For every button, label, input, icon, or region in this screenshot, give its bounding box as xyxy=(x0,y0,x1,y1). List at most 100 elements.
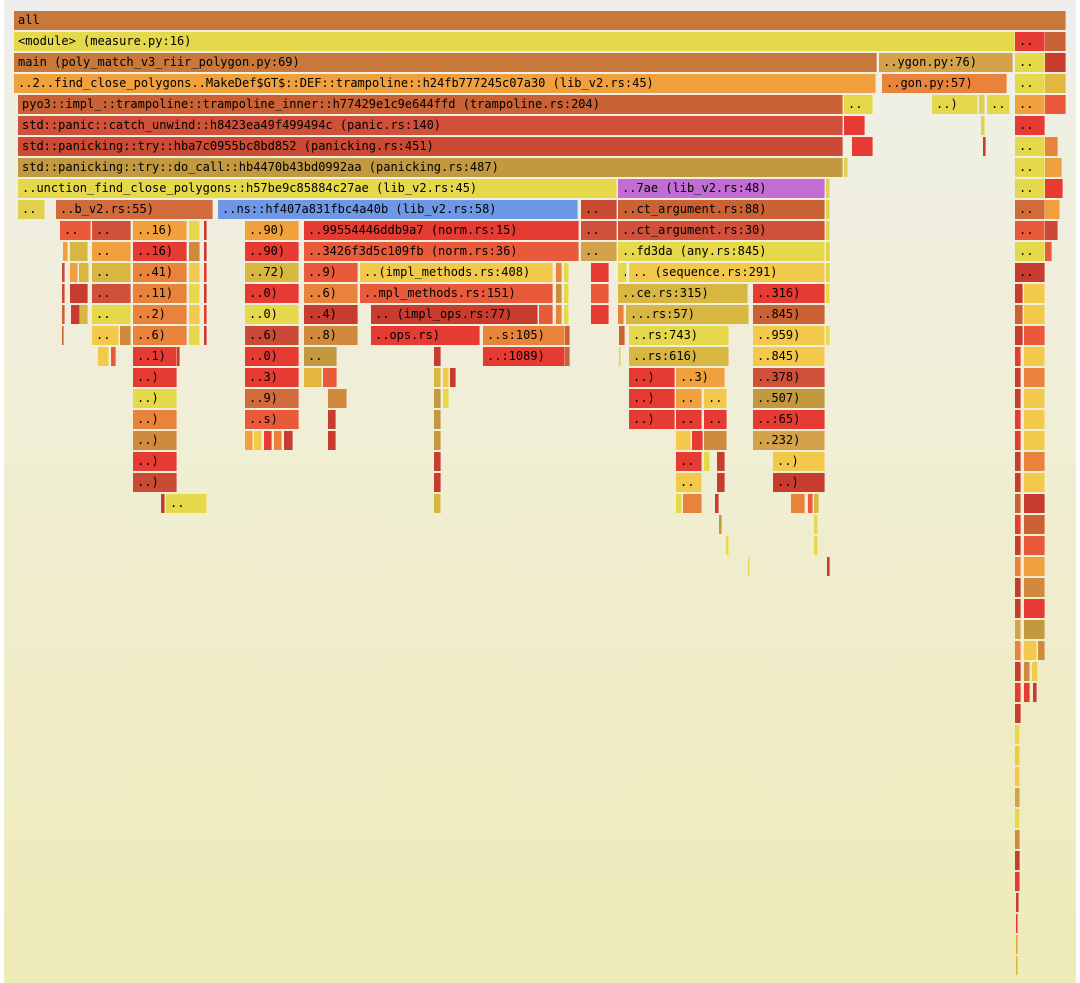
stack-frame[interactable] xyxy=(328,389,347,408)
stack-frame[interactable] xyxy=(1024,683,1030,702)
stack-frame[interactable] xyxy=(814,536,818,555)
stack-frame[interactable]: .. xyxy=(704,410,727,429)
stack-frame[interactable]: .. xyxy=(618,263,627,282)
stack-frame[interactable] xyxy=(1015,767,1020,786)
stack-frame[interactable] xyxy=(70,263,78,282)
stack-frame[interactable]: main (poly_match_v3_riir_polygon.py:69) xyxy=(14,53,877,72)
stack-frame[interactable] xyxy=(1015,389,1021,408)
stack-frame[interactable] xyxy=(161,494,165,513)
stack-frame[interactable] xyxy=(1016,893,1019,912)
stack-frame[interactable] xyxy=(98,347,109,366)
stack-frame[interactable] xyxy=(1024,620,1045,639)
stack-frame[interactable] xyxy=(1033,683,1037,702)
stack-frame[interactable] xyxy=(1024,641,1037,660)
stack-frame[interactable]: .. xyxy=(60,221,91,240)
stack-frame[interactable]: ..) xyxy=(773,473,825,492)
stack-frame[interactable]: ..6) xyxy=(133,326,187,345)
stack-frame[interactable] xyxy=(434,452,441,471)
stack-frame[interactable]: ..3) xyxy=(245,368,299,387)
stack-frame[interactable] xyxy=(1024,515,1045,534)
stack-frame[interactable]: ..41) xyxy=(133,263,187,282)
stack-frame[interactable]: ..11) xyxy=(133,284,187,303)
stack-frame[interactable] xyxy=(284,431,293,450)
stack-frame[interactable] xyxy=(826,284,830,303)
stack-frame[interactable]: .. xyxy=(676,452,702,471)
stack-frame[interactable] xyxy=(189,263,200,282)
stack-frame[interactable] xyxy=(264,431,272,450)
stack-frame[interactable]: .. xyxy=(1015,221,1045,240)
stack-frame[interactable] xyxy=(1024,557,1045,576)
stack-frame[interactable]: .. xyxy=(1015,116,1045,135)
stack-frame[interactable]: ..rs:743) xyxy=(629,326,729,345)
stack-frame[interactable] xyxy=(826,263,830,282)
stack-frame[interactable] xyxy=(1015,431,1021,450)
stack-frame[interactable] xyxy=(434,431,441,450)
stack-frame[interactable]: ..ns::hf407a831fbc4a40b (lib_v2.rs:58) xyxy=(218,200,578,219)
stack-frame[interactable]: <module> (measure.py:16) xyxy=(14,32,1015,51)
stack-frame[interactable]: ..0) xyxy=(245,347,299,366)
stack-frame[interactable]: .. xyxy=(1015,242,1045,261)
stack-frame[interactable]: ..) xyxy=(133,410,177,429)
stack-frame[interactable]: .. xyxy=(1015,95,1045,114)
stack-frame[interactable] xyxy=(814,494,819,513)
stack-frame[interactable] xyxy=(1045,200,1060,219)
stack-frame[interactable] xyxy=(619,347,621,366)
stack-frame[interactable]: .. xyxy=(581,200,617,219)
stack-frame[interactable]: .. (sequence.rs:291) xyxy=(629,263,825,282)
stack-frame[interactable] xyxy=(79,263,89,282)
stack-frame[interactable] xyxy=(827,557,830,576)
stack-frame[interactable] xyxy=(564,305,569,324)
stack-frame[interactable]: ...rs:57) xyxy=(626,305,749,324)
stack-frame[interactable] xyxy=(979,95,985,114)
stack-frame[interactable] xyxy=(814,515,818,534)
stack-frame[interactable] xyxy=(62,305,65,324)
stack-frame[interactable] xyxy=(1024,410,1045,429)
stack-frame[interactable] xyxy=(434,494,441,513)
stack-frame[interactable] xyxy=(1015,620,1021,639)
stack-frame[interactable]: ..) xyxy=(133,452,177,471)
stack-frame[interactable]: ..0) xyxy=(245,305,299,324)
stack-frame[interactable]: .. xyxy=(166,494,207,513)
stack-frame[interactable] xyxy=(1038,641,1045,660)
stack-frame[interactable] xyxy=(1024,494,1045,513)
stack-frame[interactable]: ..) xyxy=(932,95,978,114)
stack-frame[interactable] xyxy=(591,284,609,303)
stack-frame[interactable] xyxy=(1016,935,1018,954)
stack-frame[interactable] xyxy=(1015,326,1023,345)
stack-frame[interactable]: ..845) xyxy=(753,347,825,366)
stack-frame[interactable] xyxy=(1015,368,1021,387)
stack-frame[interactable] xyxy=(204,263,207,282)
stack-frame[interactable] xyxy=(434,347,441,366)
stack-frame[interactable] xyxy=(1045,221,1058,240)
stack-frame[interactable] xyxy=(71,305,80,324)
stack-frame[interactable] xyxy=(1015,788,1020,807)
stack-frame[interactable]: ..) xyxy=(773,452,825,471)
stack-frame[interactable]: .. xyxy=(1015,179,1045,198)
stack-frame[interactable]: .. xyxy=(92,326,119,345)
stack-frame[interactable] xyxy=(434,368,441,387)
stack-frame[interactable] xyxy=(1015,725,1020,744)
stack-frame[interactable] xyxy=(1015,347,1021,366)
stack-frame[interactable]: ..6) xyxy=(304,284,358,303)
stack-frame[interactable] xyxy=(1015,830,1020,849)
stack-frame[interactable]: std::panicking::try::do_call::hb4470b43b… xyxy=(18,158,843,177)
stack-frame[interactable]: ..959) xyxy=(753,326,825,345)
stack-frame[interactable] xyxy=(704,431,727,450)
stack-frame[interactable] xyxy=(826,179,830,198)
stack-frame[interactable] xyxy=(443,389,449,408)
stack-frame[interactable]: ..845) xyxy=(753,305,825,324)
stack-frame[interactable]: .. xyxy=(581,221,617,240)
stack-frame[interactable]: ..232) xyxy=(753,431,825,450)
stack-frame[interactable]: .. xyxy=(18,200,45,219)
stack-frame[interactable]: ..316) xyxy=(753,284,825,303)
stack-frame[interactable]: ..16) xyxy=(133,221,187,240)
stack-frame[interactable] xyxy=(274,431,282,450)
stack-frame[interactable]: ..3426f3d5c109fb (norm.rs:36) xyxy=(304,242,579,261)
stack-frame[interactable] xyxy=(204,242,207,261)
stack-frame[interactable]: std::panic::catch_unwind::h8423ea49f4994… xyxy=(18,116,843,135)
stack-frame[interactable]: .. xyxy=(704,389,727,408)
stack-frame[interactable] xyxy=(1024,326,1045,345)
stack-frame[interactable]: ..:1089) xyxy=(483,347,565,366)
stack-frame[interactable] xyxy=(434,473,441,492)
stack-frame[interactable]: pyo3::impl_::trampoline::trampoline_inne… xyxy=(18,95,843,114)
